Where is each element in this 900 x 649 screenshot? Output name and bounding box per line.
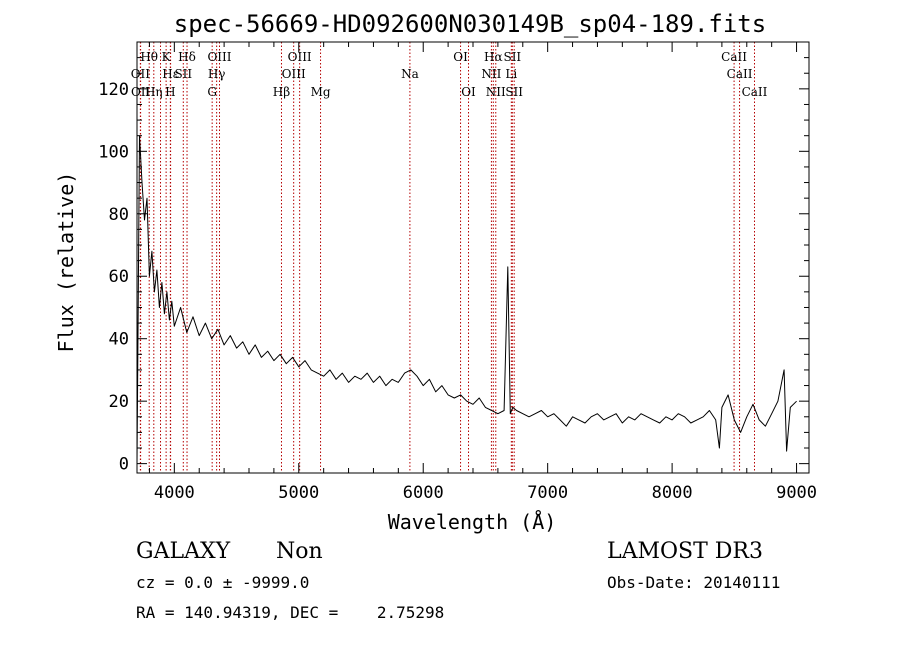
line-label-r3-6: OI — [461, 85, 476, 99]
y-tick-label-3: 60 — [109, 267, 129, 287]
plot-area — [136, 41, 810, 474]
emission-line-markers — [139, 42, 755, 473]
line-label-r2-7: Li — [505, 67, 517, 81]
chart-title: spec-56669-HD092600N030149B_sp04-189.fit… — [174, 10, 766, 38]
y-tick-label-5: 100 — [98, 142, 129, 162]
x-axis-label: Wavelength (Å) — [388, 510, 557, 534]
line-label-r1-2: Hδ — [178, 50, 196, 64]
line-label-r1-4: OIII — [288, 50, 312, 64]
line-label-r2-2: SII — [174, 67, 192, 81]
plot-frame — [136, 41, 810, 474]
x-axis-ticks: 4000 5000 6000 7000 8000 9000 — [148, 42, 817, 503]
line-label-r1-1: K — [162, 50, 172, 64]
y-tick-label-6: 120 — [98, 80, 129, 100]
object-class: GALAXY — [136, 539, 231, 564]
line-label-r2-0: OII — [131, 67, 151, 81]
coordinates-readout: RA = 140.94319, DEC = 2.75298 — [136, 603, 445, 622]
x-tick-label-5: 9000 — [776, 483, 817, 503]
line-label-r2-3: Hγ — [208, 67, 226, 81]
line-label-r1-6: Hα — [484, 50, 503, 64]
line-label-r2-6: NII — [481, 67, 501, 81]
y-tick-label-0: 0 — [119, 455, 129, 475]
line-label-r3-1: Hη — [145, 85, 163, 99]
line-label-r3-2: H — [165, 85, 175, 99]
line-label-r3-5: Mg — [311, 85, 331, 99]
survey-name: LAMOST DR3 — [607, 539, 763, 564]
line-label-r3-7: NII — [486, 85, 506, 99]
line-label-r1-5: OI — [453, 50, 468, 64]
x-tick-label-2: 6000 — [403, 483, 444, 503]
line-label-r1-7: SII — [503, 50, 521, 64]
line-label-r2-8: CaII — [727, 67, 753, 81]
line-label-r2-5: Na — [401, 67, 419, 81]
line-label-r1-0: Hθ — [140, 50, 158, 64]
line-label-r1-3: OIII — [207, 50, 231, 64]
x-tick-label-4: 8000 — [652, 483, 693, 503]
observation-date: Obs-Date: 20140111 — [607, 573, 781, 592]
y-tick-label-2: 40 — [109, 330, 129, 350]
line-label-r2-1: Hε — [162, 67, 179, 81]
y-tick-label-4: 80 — [109, 205, 129, 225]
y-axis-label: Flux (relative) — [54, 172, 78, 353]
line-label-r2-4: OIII — [282, 67, 306, 81]
y-axis-ticks: 0 20 40 60 80 100 120 — [98, 57, 809, 475]
object-subclass: Non — [276, 539, 323, 564]
spectrum-series-line — [136, 135, 797, 464]
x-tick-label-1: 5000 — [278, 483, 319, 503]
line-label-r3-8: SII — [505, 85, 523, 99]
y-tick-label-1: 20 — [109, 392, 129, 412]
line-label-r3-4: Hβ — [273, 85, 290, 99]
redshift-readout: cz = 0.0 ± -9999.0 — [136, 573, 310, 592]
line-label-r3-3: G — [207, 85, 217, 99]
x-tick-label-3: 7000 — [527, 483, 568, 503]
x-tick-label-0: 4000 — [154, 483, 195, 503]
line-label-r3-9: CaII — [742, 85, 768, 99]
line-label-r1-8: CaII — [721, 50, 747, 64]
